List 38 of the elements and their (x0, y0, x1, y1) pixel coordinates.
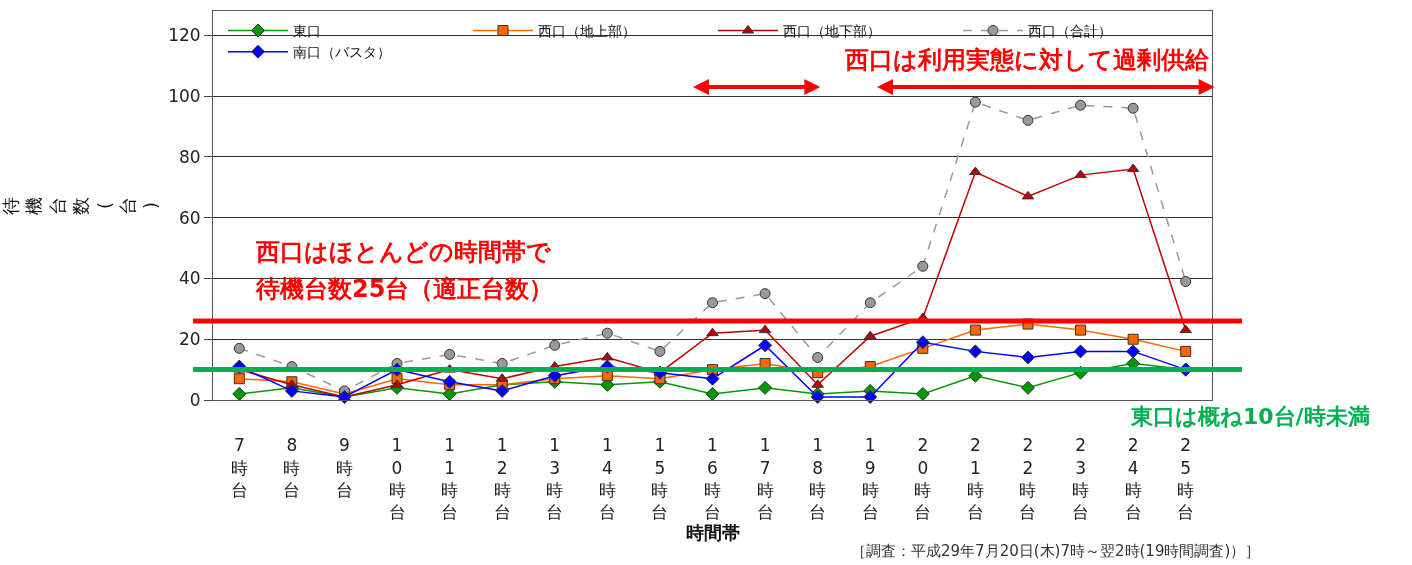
x-tick-label: 16時台 (704, 435, 721, 522)
annotation: 待機台数25台（適正台数） (255, 275, 554, 303)
x-tick-label: 18時台 (809, 435, 827, 522)
y-tick-label: 80 (178, 146, 201, 167)
x-tick-label: 13時台 (546, 435, 564, 522)
x-tick-label: 7時台 (230, 435, 248, 500)
x-tick-label: 15時台 (651, 435, 669, 522)
legend-label: 西口（地下部） (782, 22, 881, 39)
x-tick-label: 14時台 (598, 435, 616, 522)
x-tick-label: 21時台 (966, 435, 984, 522)
legend-label: 南口（バスタ） (292, 44, 391, 61)
x-tick-label: 12時台 (493, 435, 511, 522)
annotation: 西口は利用実態に対して過剰供給 (844, 46, 1210, 74)
x-tick-label: 24時台 (1124, 435, 1142, 522)
text: 東口は概ね10台/時未満 (1130, 404, 1370, 429)
y-tick-label: 40 (178, 268, 201, 289)
y-tick-label: 120 (168, 25, 201, 46)
x-tick-label: 19時台 (861, 435, 879, 522)
y-tick-label: 20 (178, 329, 201, 350)
y-tick-label: 100 (168, 86, 201, 107)
x-tick-label: 23時台 (1072, 435, 1090, 522)
annotation: 西口はほとんどの時間帯で (255, 238, 552, 266)
x-tick-label: 8時台 (283, 435, 301, 500)
legend-label: 西口（地上部） (537, 22, 636, 39)
x-tick-label: 25時台 (1177, 435, 1195, 522)
text: ［調査：平成29年7月20日(木)7時～翌2時(19時間調査)）］ (851, 542, 1261, 560)
y-axis-title: 待機台数(台) (0, 196, 162, 215)
x-axis-title: 時間帯 (685, 521, 740, 543)
y-tick-label: 0 (189, 389, 201, 410)
x-tick-label: 17時台 (756, 435, 774, 522)
legend-label: 東口 (292, 22, 321, 39)
x-tick-label: 10時台 (388, 435, 406, 522)
x-tick-label: 20時台 (914, 435, 932, 522)
x-tick-label: 22時台 (1019, 435, 1037, 522)
x-tick-label: 11時台 (441, 435, 459, 522)
legend-label: 西口（合計） (1027, 22, 1112, 39)
x-tick-label: 9時台 (335, 435, 353, 500)
y-tick-label: 60 (178, 207, 201, 228)
